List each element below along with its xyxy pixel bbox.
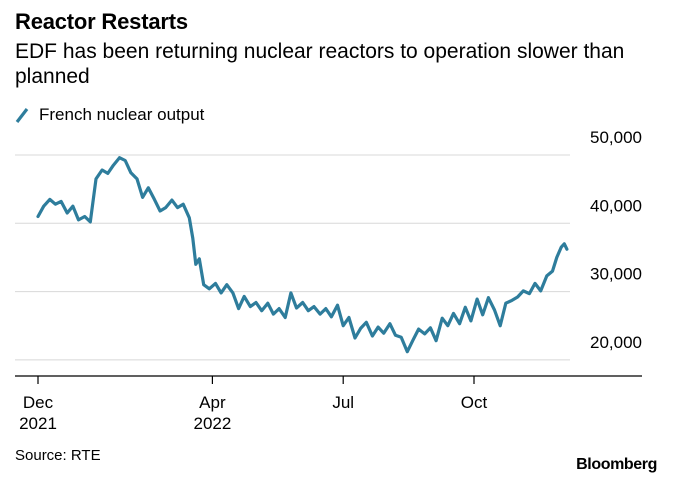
x-tick-label-year: 2021 (19, 414, 57, 433)
y-tick-label: 40,000 (590, 196, 642, 215)
legend-swatch-icon (15, 108, 29, 123)
line-chart: 50,000 40,000 30,000 20,000 Dec 2021 Apr 2022 Ju… (15, 128, 642, 433)
x-tick-label: Dec (23, 393, 54, 412)
x-tick-label: Oct (461, 393, 488, 412)
series-line-french-nuclear-output (36, 156, 569, 354)
legend: French nuclear output (15, 104, 204, 126)
source-note: Source: RTE (15, 447, 101, 464)
chart-title: Reactor Restarts (15, 9, 188, 34)
x-tick-label-year: 2022 (193, 414, 231, 433)
chart-subtitle: EDF has been returning nuclear reactors … (15, 40, 625, 88)
y-tick-label: 50,000 (590, 128, 642, 147)
x-tick-label: Jul (332, 393, 354, 412)
y-tick-label: 30,000 (590, 265, 642, 284)
x-tick-label: Apr (199, 393, 226, 412)
bloomberg-logo: Bloomberg (576, 456, 657, 473)
legend-label: French nuclear output (39, 105, 205, 124)
y-tick-label: 20,000 (590, 333, 642, 352)
